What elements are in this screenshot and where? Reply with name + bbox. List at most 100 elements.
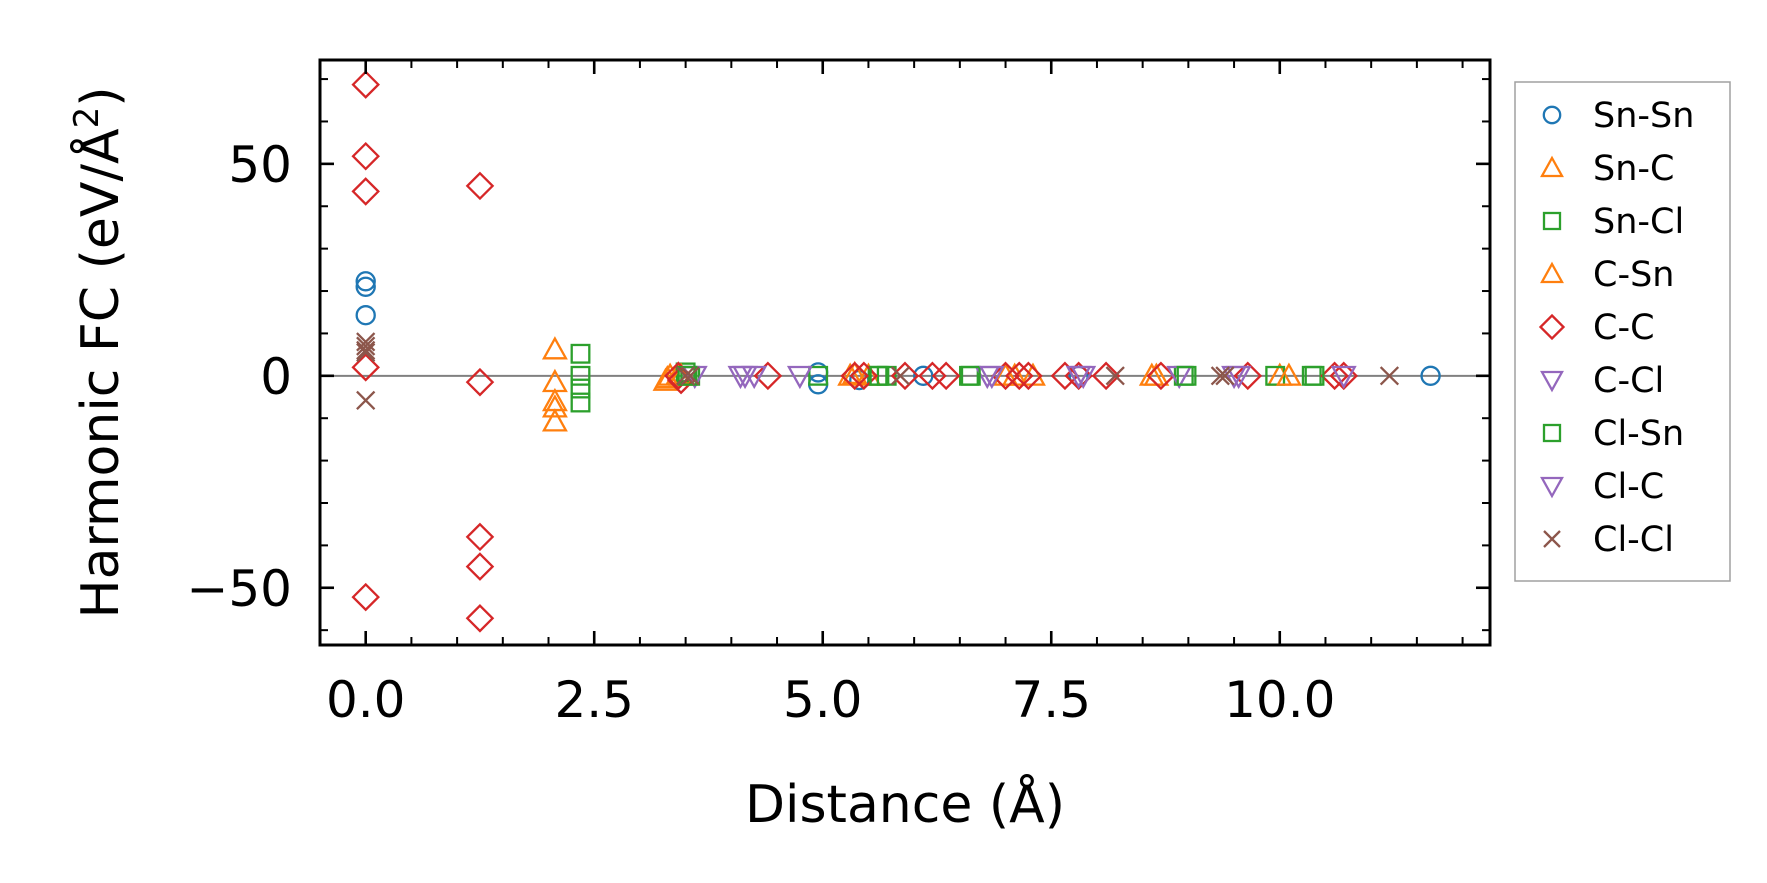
legend-marker-cl-c	[1540, 476, 1564, 499]
y-tick-label: 0	[260, 348, 292, 406]
axis-ticks	[319, 60, 1490, 645]
legend-marker-c-sn	[1540, 261, 1564, 284]
point-c-c	[1014, 361, 1043, 391]
y-tick-label: 50	[228, 136, 292, 194]
point-c-cl	[786, 365, 813, 390]
point-cl-cl	[890, 366, 911, 386]
point-cl-cl	[356, 336, 376, 356]
legend-item-sn-cl: Sn-Cl	[1542, 202, 1684, 242]
y-axis-label-superscript: 2	[67, 107, 107, 129]
x-tick-label: 2.5	[554, 671, 634, 729]
point-c-c	[465, 522, 495, 552]
legend-label: Sn-Sn	[1593, 96, 1694, 136]
legend-label: C-C	[1593, 308, 1655, 348]
point-cl-cl	[1215, 366, 1235, 386]
point-c-c	[351, 582, 380, 612]
point-sn-cl	[808, 365, 829, 386]
legend-item-cl-sn: Cl-Sn	[1542, 414, 1684, 454]
plot-area-frame	[318, 58, 1492, 647]
legend-marker-cl-sn	[1542, 423, 1562, 443]
point-cl-c	[1070, 365, 1097, 390]
point-c-c	[1091, 361, 1121, 391]
legend-marker-c-cl	[1540, 370, 1564, 393]
legend-label: C-Cl	[1593, 361, 1664, 401]
x-tick-label: 10.0	[1224, 671, 1335, 729]
legend-box	[1514, 81, 1731, 582]
point-c-c	[753, 361, 783, 391]
y-axis-label-close: )	[71, 86, 131, 106]
markers-layer	[351, 70, 1441, 633]
point-sn-sn	[355, 305, 376, 326]
point-c-c	[1004, 361, 1034, 391]
point-sn-cl	[570, 365, 591, 386]
point-cl-c	[1225, 365, 1252, 390]
series-cl-sn	[677, 365, 1325, 386]
point-c-c	[351, 177, 380, 206]
legend-label: Cl-Sn	[1593, 414, 1684, 454]
point-cl-sn	[677, 365, 698, 386]
x-axis-label: Distance (Å)	[745, 773, 1065, 835]
point-c-c	[1146, 361, 1176, 391]
point-c-c	[931, 361, 961, 391]
legend-label: Cl-C	[1593, 467, 1664, 507]
point-cl-sn	[1176, 365, 1197, 386]
legend-item-c-cl: C-Cl	[1540, 361, 1664, 401]
point-sn-cl	[570, 343, 591, 364]
point-c-c	[351, 141, 380, 171]
point-sn-sn	[355, 276, 376, 297]
legend-marker-sn-c	[1540, 155, 1564, 178]
legend: Sn-Sn Sn-C Sn-Cl C-Sn C-C C-Cl Cl-Sn Cl-C Cl-Cl	[1514, 81, 1731, 582]
legend-items: Sn-Sn Sn-C Sn-Cl C-Sn C-C C-Cl Cl-Sn Cl-C Cl-Cl	[1538, 96, 1694, 560]
point-c-c	[351, 353, 380, 382]
point-cl-c	[727, 365, 754, 390]
legend-item-cl-cl: Cl-Cl	[1543, 520, 1674, 560]
series-cl-cl	[356, 332, 1400, 411]
legend-label: C-Sn	[1593, 255, 1674, 295]
point-c-c	[991, 361, 1020, 391]
legend-label: Cl-Cl	[1593, 520, 1674, 560]
axis-tick-labels: 0.0 2.5 5.0 7.5 10.0 −50 0 50	[186, 136, 1335, 729]
point-c-c	[465, 604, 495, 633]
legend-item-cl-c: Cl-C	[1540, 467, 1664, 507]
point-c-sn	[992, 362, 1019, 386]
y-axis-label: Harmonic FC (eV/Å2)	[67, 86, 131, 618]
y-tick-label: −50	[186, 560, 292, 618]
point-c-c	[465, 367, 495, 397]
point-c-c	[1050, 361, 1080, 391]
legend-item-sn-sn: Sn-Sn	[1542, 96, 1694, 136]
legend-marker-sn-sn	[1542, 105, 1562, 125]
series-cl-c	[727, 365, 1252, 390]
legend-marker-c-c	[1538, 313, 1566, 341]
legend-item-sn-c: Sn-C	[1540, 149, 1674, 189]
legend-label: Sn-Cl	[1593, 202, 1684, 242]
point-c-c	[918, 361, 947, 391]
x-tick-label: 5.0	[783, 671, 863, 729]
point-c-c	[465, 171, 495, 201]
legend-item-c-sn: C-Sn	[1540, 255, 1674, 295]
point-c-c	[1320, 361, 1349, 391]
legend-item-c-c: C-C	[1538, 308, 1655, 348]
point-cl-sn	[869, 365, 890, 386]
point-cl-sn	[1304, 365, 1325, 386]
point-cl-cl	[680, 366, 700, 386]
point-sn-sn	[355, 271, 376, 292]
legend-marker-sn-cl	[1542, 211, 1562, 231]
point-sn-c	[541, 394, 568, 418]
point-c-sn	[1275, 362, 1302, 386]
legend-label: Sn-C	[1593, 149, 1674, 189]
point-c-c	[351, 70, 380, 99]
legend-marker-cl-cl	[1543, 530, 1561, 548]
point-cl-cl	[1210, 366, 1230, 386]
point-c-cl	[1330, 365, 1357, 390]
point-c-c	[1233, 361, 1263, 391]
point-sn-c	[541, 408, 568, 432]
point-cl-sn	[960, 365, 981, 386]
point-sn-cl	[570, 378, 591, 399]
point-cl-cl	[1105, 366, 1125, 386]
point-cl-cl	[356, 340, 376, 360]
x-tick-label: 0.0	[326, 671, 406, 729]
point-c-sn	[841, 360, 868, 385]
point-sn-sn	[1420, 365, 1441, 386]
